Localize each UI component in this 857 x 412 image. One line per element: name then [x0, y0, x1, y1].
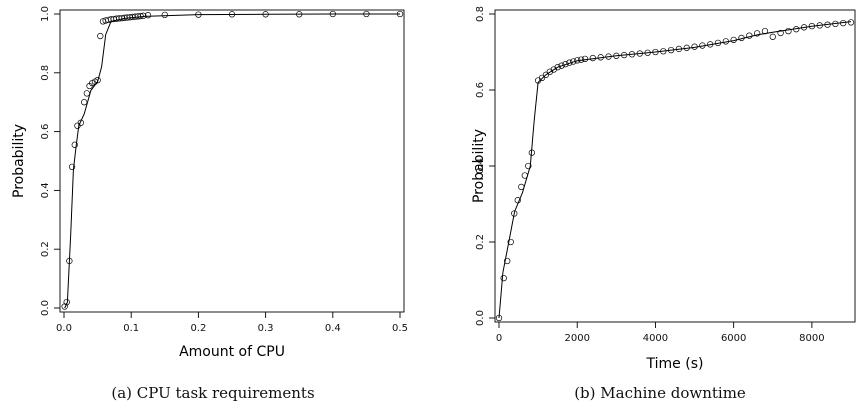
- data-point: [61, 303, 68, 310]
- y-tick-label: 0.2: [475, 234, 486, 250]
- plot-b: 0 2000 4000 6000 8000 0.0 0.2 0.4 0.6 0.8 Time (s)…: [471, 6, 856, 372]
- x-tick-label: 0.4: [325, 323, 341, 334]
- data-point: [63, 298, 70, 306]
- y-tick-label: 1.0: [40, 6, 51, 22]
- y-tick-label: 0.2: [40, 241, 51, 257]
- x-axis-label-b: Time (s): [646, 356, 704, 372]
- data-point: [507, 238, 514, 246]
- x-tick-label: 6000: [721, 333, 746, 344]
- data-point: [81, 99, 88, 106]
- data-point: [504, 257, 511, 265]
- x-tick-label: 8000: [799, 333, 824, 344]
- y-axis-label-b: Probability: [471, 129, 487, 203]
- y-axis-b: 0.0 0.2 0.4 0.6 0.8: [475, 6, 495, 326]
- data-point: [77, 119, 84, 126]
- data-point: [97, 32, 104, 40]
- caption-a: (a) CPU task requirements: [111, 384, 315, 402]
- y-tick-label: 0.8: [475, 6, 486, 22]
- data-point: [785, 27, 792, 35]
- fit-line-a: [64, 13, 400, 309]
- x-axis-b: 0 2000 4000 6000 8000: [496, 322, 825, 344]
- data-point: [511, 210, 518, 217]
- data-point: [546, 68, 553, 75]
- x-tick-label: 2000: [564, 333, 589, 344]
- data-point: [140, 12, 147, 19]
- x-tick-label: 0.2: [190, 323, 206, 334]
- data-point: [68, 163, 76, 171]
- data-point: [581, 55, 589, 62]
- caption-b: (b) Machine downtime: [574, 384, 746, 402]
- x-tick-label: 0.0: [56, 323, 72, 334]
- x-tick-label: 0.5: [392, 323, 408, 334]
- data-point: [94, 76, 101, 84]
- y-axis-a: 0.0 0.2 0.4 0.6 0.8 1.0: [40, 6, 60, 316]
- fit-line-b: [498, 21, 852, 319]
- data-point: [558, 62, 565, 69]
- x-axis-label-a: Amount of CPU: [179, 344, 285, 360]
- data-point: [554, 64, 561, 71]
- data-point: [500, 274, 507, 282]
- plot-a: 0.0 0.1 0.2 0.3 0.4 0.5 0.0 0.2 0.4 0.6 0.8 1.0 Amou…: [11, 6, 408, 360]
- data-points-b: [495, 19, 855, 322]
- data-point: [777, 29, 784, 37]
- plot-frame-b: [494, 9, 856, 323]
- data-point: [83, 90, 90, 97]
- x-tick-label: 0.3: [258, 323, 274, 334]
- y-tick-label: 0.4: [475, 158, 486, 174]
- data-point: [161, 11, 168, 19]
- data-point: [769, 33, 776, 40]
- data-point: [71, 141, 78, 148]
- data-point: [542, 71, 550, 78]
- data-points-a: [61, 10, 404, 310]
- y-tick-label: 0.4: [40, 182, 51, 198]
- data-point: [550, 66, 557, 73]
- x-tick-label: 0: [496, 333, 502, 344]
- y-tick-label: 0.6: [475, 82, 486, 98]
- y-tick-label: 0.0: [40, 300, 51, 316]
- x-tick-label: 4000: [643, 333, 668, 344]
- data-point: [847, 19, 855, 26]
- x-axis-a: 0.0 0.1 0.2 0.3 0.4 0.5: [56, 312, 408, 334]
- y-tick-label: 0.8: [40, 65, 51, 81]
- data-point: [753, 30, 761, 37]
- y-axis-label-a: Probability: [11, 124, 27, 198]
- y-tick-label: 0.0: [475, 310, 486, 326]
- data-point: [525, 162, 532, 170]
- data-point: [144, 12, 152, 19]
- plot-frame-a: [59, 9, 405, 313]
- data-point: [538, 74, 546, 81]
- x-tick-label: 0.1: [123, 323, 139, 334]
- y-tick-label: 0.6: [40, 124, 51, 140]
